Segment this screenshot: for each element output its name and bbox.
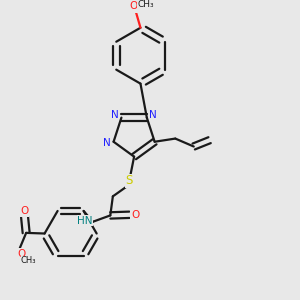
Text: O: O bbox=[20, 206, 29, 216]
Text: CH₃: CH₃ bbox=[138, 0, 154, 9]
Text: O: O bbox=[17, 249, 26, 259]
Text: N: N bbox=[149, 110, 157, 120]
Text: S: S bbox=[126, 174, 133, 187]
Text: HN: HN bbox=[77, 216, 93, 226]
Text: O: O bbox=[129, 1, 138, 11]
Text: N: N bbox=[103, 138, 111, 148]
Text: O: O bbox=[131, 210, 139, 220]
Text: CH₃: CH₃ bbox=[21, 256, 36, 265]
Text: N: N bbox=[111, 110, 119, 120]
